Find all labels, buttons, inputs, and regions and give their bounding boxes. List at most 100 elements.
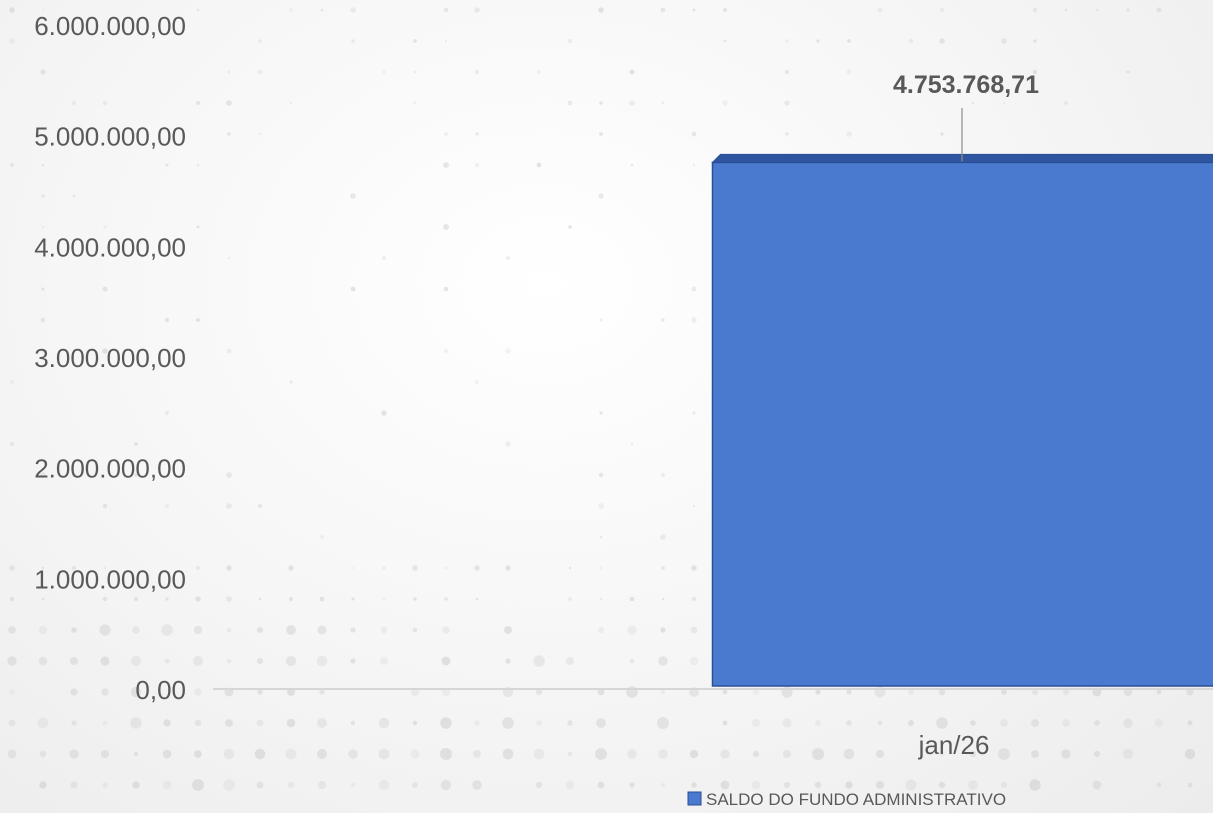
background-dot (629, 658, 635, 664)
background-dot (133, 596, 139, 602)
background-dot (378, 779, 390, 791)
background-dot (226, 565, 232, 571)
background-dot (165, 597, 169, 601)
background-dot (351, 597, 355, 601)
background-dot (165, 163, 169, 167)
background-dot (103, 225, 107, 229)
background-dot (254, 748, 266, 760)
background-dot (382, 597, 386, 601)
background-dot (100, 749, 110, 759)
background-dot (317, 749, 327, 759)
background-dot (195, 565, 201, 571)
background-dot (691, 286, 697, 292)
background-dot (102, 720, 108, 726)
background-dot (7, 749, 17, 759)
background-dot (163, 719, 171, 727)
background-dot (661, 101, 665, 105)
background-dot (599, 132, 603, 136)
background-dot (443, 162, 449, 168)
background-dot (104, 567, 106, 569)
background-dot (815, 689, 821, 695)
background-dot (287, 781, 295, 789)
background-dot (782, 718, 792, 728)
background-dot (1062, 719, 1070, 727)
background-dot (566, 657, 574, 665)
background-dot (102, 596, 108, 602)
background-dot (10, 442, 14, 446)
background-dot (998, 748, 1010, 760)
background-dot (164, 317, 170, 323)
background-dot (847, 39, 851, 43)
background-dot (599, 566, 603, 570)
background-dot (226, 658, 232, 664)
background-dot (968, 780, 978, 790)
background-dot (382, 566, 386, 570)
background-dot (690, 626, 698, 634)
background-dot (1187, 720, 1193, 726)
background-dot (352, 567, 354, 569)
background-dot (134, 132, 138, 136)
background-dot (444, 597, 448, 601)
background-dot (846, 69, 852, 75)
background-dot (37, 717, 49, 729)
background-dot (289, 380, 293, 384)
background-dot (382, 256, 386, 260)
background-dot (319, 689, 325, 695)
background-dot (629, 100, 635, 106)
background-dot (474, 565, 480, 571)
background-dot (228, 257, 230, 259)
background-dot (505, 565, 511, 571)
background-dot (473, 750, 481, 758)
background-dot (814, 781, 822, 789)
background-dot (39, 750, 47, 758)
background-dot (475, 132, 479, 136)
background-dot (258, 132, 262, 136)
background-dot (722, 7, 728, 13)
background-dot (568, 225, 572, 229)
background-dot (320, 8, 324, 12)
background-dot (971, 101, 975, 105)
background-dot (627, 749, 637, 759)
background-dot (226, 596, 232, 602)
background-dot (350, 782, 356, 788)
background-dot (502, 717, 514, 729)
background-dot (317, 780, 327, 790)
data-label: 4.753.768,71 (893, 71, 1039, 99)
background-dot (164, 658, 170, 664)
background-dot (1033, 39, 1037, 43)
background-dot (629, 782, 635, 788)
background-dot (226, 503, 232, 509)
background-dot (905, 779, 917, 791)
background-dot (196, 318, 200, 322)
bar-series (711, 153, 1213, 687)
background-dot (658, 749, 668, 759)
background-dot (1122, 748, 1134, 760)
background-dot (164, 410, 170, 416)
background-dot (970, 720, 976, 726)
background-dot (751, 718, 761, 728)
background-dot (38, 625, 48, 635)
background-dot (875, 780, 885, 790)
background-dot (596, 718, 606, 728)
data-labels: 4.753.768,71 (893, 71, 1039, 162)
background-dot (691, 782, 697, 788)
background-dot (165, 504, 169, 508)
background-dot (258, 39, 262, 43)
background-dot (940, 132, 944, 136)
background-dot (504, 626, 512, 634)
background-dot (722, 720, 728, 726)
background-dot (320, 535, 324, 539)
background-dot (691, 131, 697, 137)
background-dot (71, 472, 77, 478)
background-dot (9, 565, 15, 571)
background-dot (410, 749, 420, 759)
background-dot (71, 565, 77, 571)
background-dot (256, 719, 264, 727)
background-dot (194, 719, 202, 727)
background-dot (660, 534, 666, 540)
y-tick-label: 3.000.000,00 (34, 343, 186, 373)
legend: SALDO DO FUNDO ADMINISTRATIVO (687, 790, 1006, 809)
background-dot (784, 782, 790, 788)
background-dot (1123, 718, 1133, 728)
